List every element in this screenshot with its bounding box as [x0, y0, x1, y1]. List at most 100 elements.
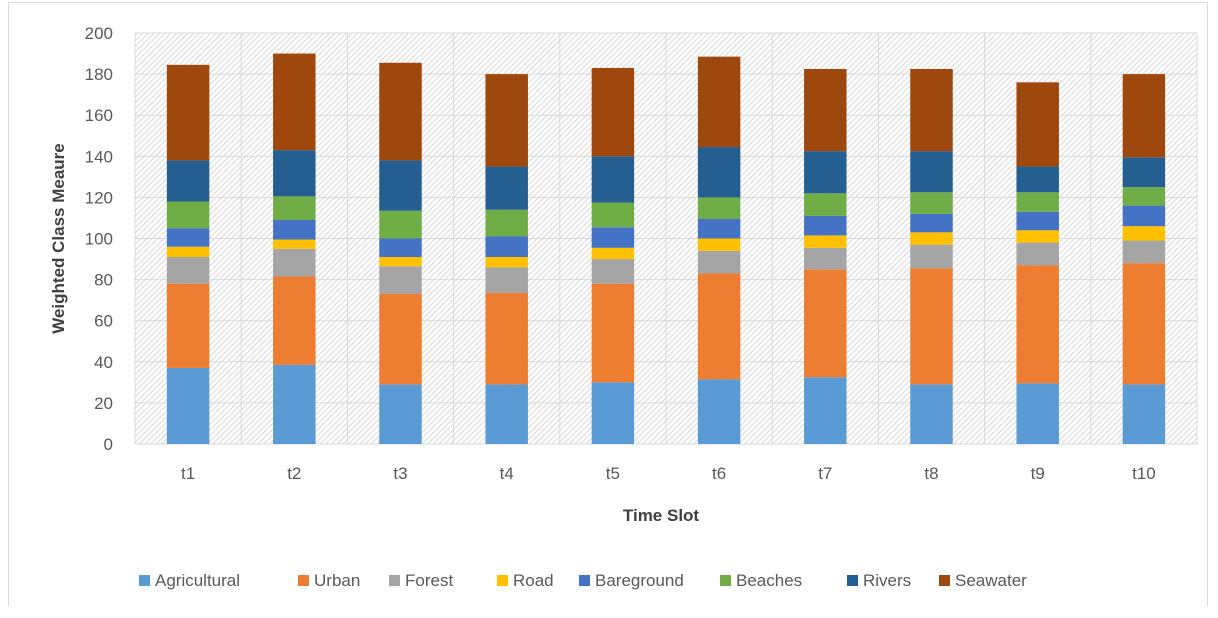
bar-segment-seawater-t4: [485, 74, 528, 167]
bar-segment-urban-t6: [697, 273, 741, 380]
x-tick-label: t5: [606, 464, 620, 483]
bar-segment-road-t3: [379, 256, 422, 267]
y-tick-label: 60: [94, 312, 113, 331]
bar-segment-urban-t1: [166, 283, 210, 368]
y-tick-label: 180: [85, 65, 113, 84]
bar-segment-rivers-t1: [166, 160, 210, 202]
bar-segment-agricultural-t4: [485, 384, 528, 444]
bar-segment-road-t8: [910, 232, 953, 245]
bar-segment-forest-t2: [273, 248, 316, 277]
bar-segment-beaches-t1: [166, 201, 210, 229]
bar-segment-road-t9: [1016, 230, 1059, 243]
legend-label-agricultural: Agricultural: [155, 571, 240, 590]
bar-segment-beaches-t5: [591, 202, 635, 228]
bar-segment-bareground-t5: [591, 227, 635, 248]
bar-segment-urban-t7: [804, 269, 847, 378]
bar-segment-beaches-t10: [1122, 187, 1166, 206]
bar-segment-forest-t6: [697, 250, 741, 274]
bar-segment-seawater-t7: [804, 68, 847, 152]
bar-segment-beaches-t6: [697, 197, 741, 219]
x-tick-label: t4: [500, 464, 514, 483]
x-tick-label: t6: [712, 464, 726, 483]
x-tick-label: t7: [818, 464, 832, 483]
bar-segment-bareground-t10: [1122, 205, 1166, 227]
x-tick-label: t8: [924, 464, 938, 483]
bar-segment-rivers-t8: [910, 151, 953, 193]
y-tick-label: 40: [94, 353, 113, 372]
bar-segment-road-t4: [485, 256, 528, 268]
bar-segment-road-t2: [273, 239, 316, 249]
bar-segment-road-t6: [697, 238, 741, 251]
legend-swatch-agricultural: [139, 575, 150, 586]
bar-segment-seawater-t5: [591, 67, 635, 157]
legend: Agricultural Urban Forest Road Bareground Bea…: [139, 571, 1027, 590]
bar-segment-seawater-t2: [273, 53, 316, 151]
bar-segment-agricultural-t2: [273, 364, 316, 444]
x-tick-label: t3: [393, 464, 407, 483]
legend-label-beaches: Beaches: [736, 571, 802, 590]
bar-segment-urban-t4: [485, 292, 528, 385]
x-tick-label: t10: [1132, 464, 1156, 483]
legend-label-urban: Urban: [314, 571, 360, 590]
bar-segment-forest-t8: [910, 244, 953, 269]
bar-segment-seawater-t6: [697, 56, 741, 148]
bar-segment-bareground-t8: [910, 213, 953, 233]
legend-swatch-urban: [298, 575, 309, 586]
bar-segment-urban-t5: [591, 283, 635, 383]
legend-label-seawater: Seawater: [955, 571, 1027, 590]
bar-segment-forest-t5: [591, 259, 635, 284]
bar-segment-seawater-t8: [910, 68, 953, 152]
bar-segment-urban-t3: [379, 293, 422, 385]
bar-segment-agricultural-t9: [1016, 383, 1059, 444]
bar-segment-forest-t1: [166, 256, 210, 284]
bar-segment-bareground-t3: [379, 238, 422, 257]
legend-label-road: Road: [513, 571, 554, 590]
y-tick-label: 100: [85, 230, 113, 249]
bar-segment-agricultural-t5: [591, 382, 635, 444]
bar-segment-road-t1: [166, 246, 210, 257]
bar-segment-forest-t9: [1016, 242, 1059, 266]
bar-segment-agricultural-t6: [697, 379, 741, 444]
bar-segment-forest-t4: [485, 267, 528, 293]
bar-segment-forest-t7: [804, 247, 847, 270]
bar-segment-beaches-t3: [379, 210, 422, 239]
y-tick-label: 20: [94, 394, 113, 413]
bar-segment-urban-t2: [273, 276, 316, 365]
bar-segment-beaches-t8: [910, 192, 953, 214]
bar-segment-urban-t9: [1016, 265, 1059, 384]
bar-segment-seawater-t10: [1122, 74, 1166, 158]
bar-segment-forest-t10: [1122, 240, 1166, 264]
legend-swatch-forest: [389, 575, 400, 586]
bar-segment-rivers-t7: [804, 151, 847, 194]
bar-segment-beaches-t4: [485, 209, 528, 237]
bar-segment-rivers-t4: [485, 166, 528, 210]
bar-segment-agricultural-t7: [804, 377, 847, 444]
bar-segment-rivers-t6: [697, 147, 741, 198]
bar-segment-bareground-t2: [273, 220, 316, 240]
legend-swatch-seawater: [939, 575, 950, 586]
y-axis-title: Weighted Class Meaure: [49, 143, 68, 334]
bar-segment-beaches-t7: [804, 193, 847, 216]
y-tick-label: 140: [85, 147, 113, 166]
bar-segment-urban-t10: [1122, 263, 1166, 385]
y-tick-labels: 0 20 40 60 80 100 120 140 160 180 200: [85, 24, 113, 454]
legend-label-bareground: Bareground: [595, 571, 684, 590]
x-tick-label: t1: [181, 464, 195, 483]
bar-segment-road-t5: [591, 247, 635, 260]
bar-segment-bareground-t1: [166, 228, 210, 247]
y-tick-label: 120: [85, 188, 113, 207]
bar-segment-agricultural-t8: [910, 384, 953, 444]
bar-segment-forest-t3: [379, 266, 422, 294]
bar-segment-beaches-t9: [1016, 192, 1059, 212]
bar-segment-road-t10: [1122, 226, 1166, 241]
bar-segment-agricultural-t10: [1122, 384, 1166, 444]
bar-segment-bareground-t4: [485, 236, 528, 257]
x-tick-labels: t1 t2 t3 t4 t5 t6 t7 t8 t9 t10: [181, 464, 1156, 483]
legend-swatch-rivers: [847, 575, 858, 586]
bar-segment-rivers-t10: [1122, 157, 1166, 188]
bar-segment-rivers-t3: [379, 160, 422, 211]
bars: [166, 53, 1166, 444]
x-tick-label: t9: [1031, 464, 1045, 483]
legend-swatch-road: [497, 575, 508, 586]
